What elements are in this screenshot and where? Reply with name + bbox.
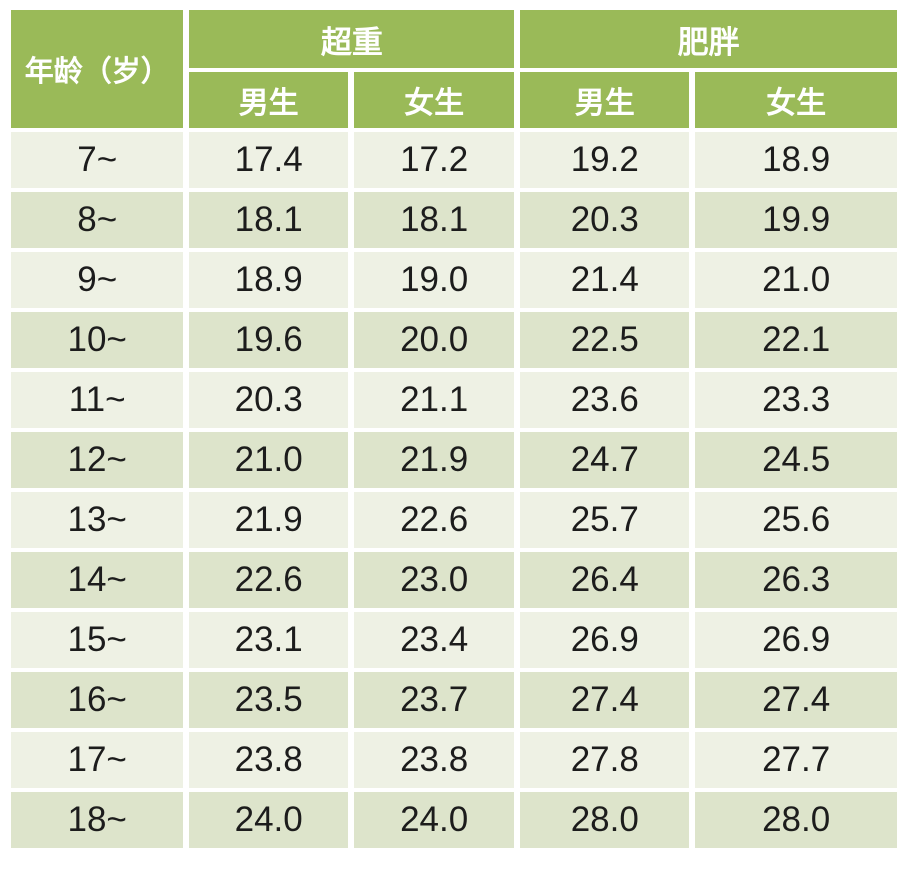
value-cell: 18.9 (189, 252, 348, 308)
age-cell: 14~ (11, 552, 184, 608)
age-cell: 7~ (11, 132, 184, 188)
value-cell: 22.5 (520, 312, 690, 368)
overweight-girls-header: 女生 (353, 72, 515, 128)
value-cell: 27.4 (695, 672, 897, 728)
table-row: 13~ 21.9 22.6 25.7 25.6 (11, 492, 897, 548)
age-cell: 9~ (11, 252, 184, 308)
age-cell: 10~ (11, 312, 184, 368)
age-cell: 16~ (11, 672, 184, 728)
table-row: 7~ 17.4 17.2 19.2 18.9 (11, 132, 897, 188)
table-row: 10~ 19.6 20.0 22.5 22.1 (11, 312, 897, 368)
value-cell: 20.3 (189, 372, 348, 428)
value-cell: 24.7 (520, 432, 690, 488)
value-cell: 23.8 (189, 732, 348, 788)
value-cell: 22.6 (353, 492, 515, 548)
value-cell: 28.0 (695, 792, 897, 848)
value-cell: 27.4 (520, 672, 690, 728)
table-body: 7~ 17.4 17.2 19.2 18.9 8~ 18.1 18.1 20.3 19.9 9~ 18… (11, 132, 897, 848)
value-cell: 23.0 (353, 552, 515, 608)
value-cell: 22.6 (189, 552, 348, 608)
age-cell: 13~ (11, 492, 184, 548)
value-cell: 23.1 (189, 612, 348, 668)
table-row: 18~ 24.0 24.0 28.0 28.0 (11, 792, 897, 848)
value-cell: 23.8 (353, 732, 515, 788)
value-cell: 21.1 (353, 372, 515, 428)
obesity-girls-header: 女生 (695, 72, 897, 128)
value-cell: 23.4 (353, 612, 515, 668)
value-cell: 19.2 (520, 132, 690, 188)
age-cell: 18~ (11, 792, 184, 848)
table-row: 17~ 23.8 23.8 27.8 27.7 (11, 732, 897, 788)
table-row: 12~ 21.0 21.9 24.7 24.5 (11, 432, 897, 488)
header-row-groups: 年龄（岁） 超重 肥胖 (11, 10, 897, 128)
value-cell: 24.0 (189, 792, 348, 848)
value-cell: 25.6 (695, 492, 897, 548)
value-cell: 28.0 (520, 792, 690, 848)
table-row: 8~ 18.1 18.1 20.3 19.9 (11, 192, 897, 248)
value-cell: 25.7 (520, 492, 690, 548)
value-cell: 19.0 (353, 252, 515, 308)
value-cell: 24.5 (695, 432, 897, 488)
obesity-boys-header: 男生 (520, 72, 690, 128)
value-cell: 21.0 (189, 432, 348, 488)
value-cell: 27.7 (695, 732, 897, 788)
value-cell: 26.9 (520, 612, 690, 668)
obesity-group-header: 肥胖 (520, 10, 897, 68)
value-cell: 23.3 (695, 372, 897, 428)
value-cell: 23.5 (189, 672, 348, 728)
age-cell: 17~ (11, 732, 184, 788)
value-cell: 21.0 (695, 252, 897, 308)
table-row: 9~ 18.9 19.0 21.4 21.0 (11, 252, 897, 308)
value-cell: 19.9 (695, 192, 897, 248)
age-column-header: 年龄（岁） (11, 10, 184, 128)
age-cell: 15~ (11, 612, 184, 668)
value-cell: 22.1 (695, 312, 897, 368)
value-cell: 23.7 (353, 672, 515, 728)
value-cell: 17.2 (353, 132, 515, 188)
value-cell: 18.9 (695, 132, 897, 188)
table-row: 14~ 22.6 23.0 26.4 26.3 (11, 552, 897, 608)
age-cell: 11~ (11, 372, 184, 428)
value-cell: 23.6 (520, 372, 690, 428)
bmi-screening-table: 年龄（岁） 超重 肥胖 男生 女生 男生 女生 7~ 17.4 17.2 19.2 18… (5, 6, 903, 852)
overweight-group-header: 超重 (189, 10, 515, 68)
value-cell: 18.1 (353, 192, 515, 248)
value-cell: 18.1 (189, 192, 348, 248)
value-cell: 21.9 (189, 492, 348, 548)
value-cell: 17.4 (189, 132, 348, 188)
value-cell: 26.3 (695, 552, 897, 608)
table-row: 11~ 20.3 21.1 23.6 23.3 (11, 372, 897, 428)
table-row: 16~ 23.5 23.7 27.4 27.4 (11, 672, 897, 728)
header-row-sub: 男生 女生 男生 女生 (11, 72, 897, 128)
value-cell: 24.0 (353, 792, 515, 848)
value-cell: 26.4 (520, 552, 690, 608)
age-cell: 12~ (11, 432, 184, 488)
value-cell: 21.4 (520, 252, 690, 308)
table-container: 年龄（岁） 超重 肥胖 男生 女生 男生 女生 7~ 17.4 17.2 19.2 18… (5, 6, 903, 852)
age-cell: 8~ (11, 192, 184, 248)
overweight-boys-header: 男生 (189, 72, 348, 128)
table-header: 年龄（岁） 超重 肥胖 男生 女生 男生 女生 (11, 10, 897, 128)
value-cell: 26.9 (695, 612, 897, 668)
value-cell: 20.0 (353, 312, 515, 368)
value-cell: 20.3 (520, 192, 690, 248)
value-cell: 19.6 (189, 312, 348, 368)
table-row: 15~ 23.1 23.4 26.9 26.9 (11, 612, 897, 668)
value-cell: 21.9 (353, 432, 515, 488)
value-cell: 27.8 (520, 732, 690, 788)
